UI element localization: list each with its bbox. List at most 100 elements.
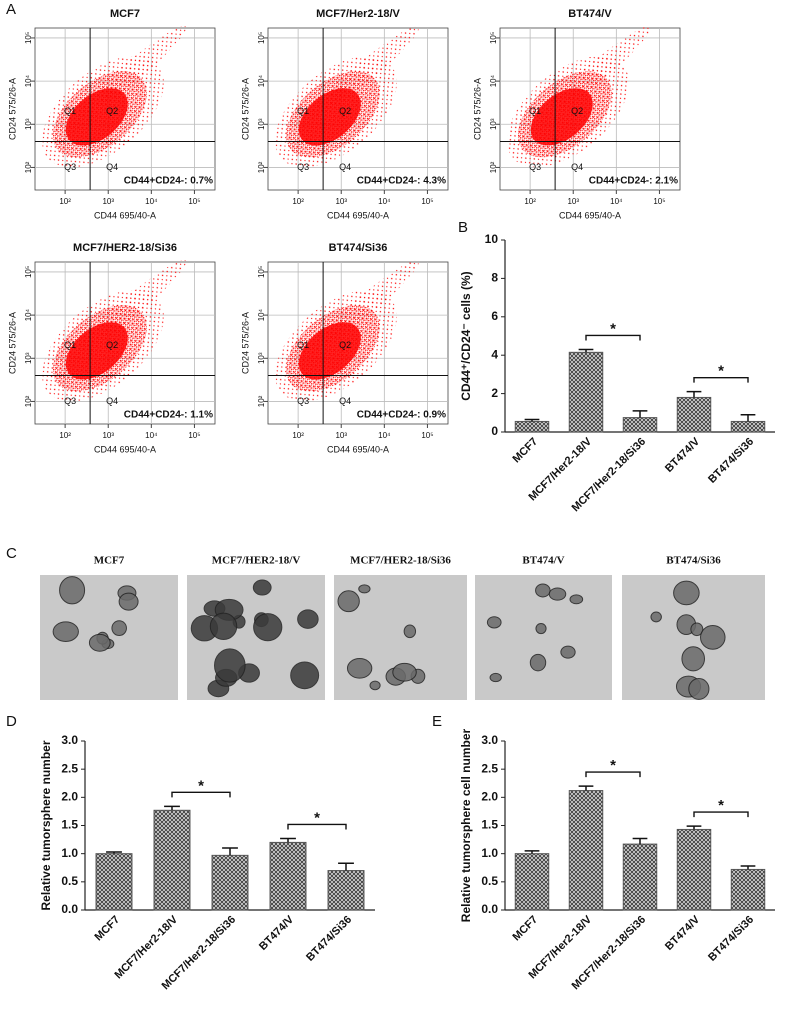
panel-label: B [458, 219, 468, 236]
y-tick-label: 0.5 [61, 874, 78, 888]
x-tick-label: 10² [59, 431, 71, 440]
event-cloud-dense [65, 322, 128, 380]
bar [95, 853, 133, 911]
bar [568, 351, 604, 433]
error-bar [632, 410, 648, 418]
cell-cluster [297, 609, 319, 629]
x-tick-label: 10³ [335, 197, 347, 206]
x-tick-label: 10⁵ [653, 197, 665, 206]
annotation: CD44+CD24-: 4.3% [357, 176, 446, 187]
cell-cluster [529, 653, 547, 672]
cell-cluster [118, 592, 139, 611]
bar [514, 420, 550, 433]
micrograph-title: MCF7 [94, 555, 125, 567]
y-tick-label: 2.0 [481, 790, 498, 804]
x-tick-label: 10⁵ [421, 197, 433, 206]
bar [622, 843, 658, 911]
quadrant-label: Q2 [106, 340, 118, 350]
x-tick-label: MCF7 [511, 436, 541, 466]
micrograph-title: BT474/Si36 [666, 555, 721, 567]
panel-label: D [6, 713, 17, 730]
cell-cluster [403, 624, 417, 639]
y-axis-label: CD24 575/26-A [7, 312, 17, 374]
error-bar [280, 837, 296, 843]
cell-cluster [358, 584, 371, 594]
y-tick-label: 10³ [257, 118, 266, 130]
significance-bracket [693, 376, 749, 383]
quadrant-label: Q4 [571, 162, 583, 172]
y-tick-label: 10² [24, 161, 33, 173]
x-tick-label: 10³ [102, 197, 114, 206]
cell-cluster [700, 624, 726, 650]
y-axis-label: CD44⁺/CD24⁻ cells (%) [459, 271, 473, 400]
x-tick-label: 10³ [335, 431, 347, 440]
event-cloud-streak [542, 26, 651, 118]
error-bar [632, 837, 648, 845]
event-cloud-dense [298, 322, 361, 380]
chart-title: BT474/V [568, 8, 612, 20]
y-axis-label: CD24 575/26-A [240, 312, 250, 374]
x-tick-label: MCF7/Her2-18/V [112, 913, 180, 981]
y-tick-label: 10⁴ [257, 308, 266, 321]
error-bar [740, 413, 756, 422]
quadrant-label: Q1 [297, 106, 309, 116]
x-tick-label: BT474/V [663, 435, 703, 475]
error-bar [524, 850, 540, 854]
event-cloud [275, 260, 419, 402]
x-tick-label: MCF7 [511, 914, 541, 944]
annotation: CD44+CD24-: 0.9% [357, 410, 446, 421]
cell-cluster [253, 613, 283, 642]
bar [153, 809, 191, 911]
y-tick-label: 10⁵ [257, 266, 266, 278]
significance-bracket [585, 771, 641, 778]
y-tick-label: 6 [491, 309, 498, 323]
quadrant-label: Q2 [571, 106, 583, 116]
micrograph-title: MCF7/HER2-18/V [212, 555, 301, 567]
x-tick-label: 10⁵ [188, 197, 200, 206]
quadrant-label: Q3 [64, 162, 76, 172]
error-bar [222, 847, 238, 856]
bar [269, 841, 307, 911]
cell-cluster [535, 583, 551, 598]
bar [327, 870, 365, 911]
x-tick-label: MCF7 [93, 914, 123, 944]
quadrant-label: Q1 [64, 106, 76, 116]
y-tick-label: 10⁵ [257, 32, 266, 44]
y-tick-label: 10² [24, 395, 33, 407]
annotation: CD44+CD24-: 1.1% [124, 410, 213, 421]
cell-cluster [690, 622, 704, 637]
significance-bracket [171, 791, 231, 798]
x-tick-label: 10³ [567, 197, 579, 206]
significance-bracket [287, 823, 347, 830]
quadrant-label: Q3 [64, 396, 76, 406]
event-cloud [275, 26, 419, 168]
y-tick-label: 10³ [24, 118, 33, 130]
quadrant-label: Q2 [106, 106, 118, 116]
event-cloud-streak [310, 260, 419, 352]
x-tick-label: BT474/Si36 [706, 914, 756, 964]
y-tick-label: 0.0 [61, 902, 78, 916]
quadrant-label: Q2 [339, 340, 351, 350]
error-bar [578, 785, 594, 791]
event-cloud-dense [65, 88, 128, 146]
cell-cluster [560, 645, 576, 659]
quadrant-label: Q3 [297, 162, 309, 172]
y-axis-label: CD24 575/26-A [7, 78, 17, 140]
cell-cluster [337, 590, 360, 613]
quadrant-label: Q3 [529, 162, 541, 172]
bar [568, 790, 604, 911]
cell-cluster [369, 680, 381, 691]
x-tick-label: 10² [59, 197, 71, 206]
x-tick-label: 10² [292, 431, 304, 440]
chart-title: MCF7/HER2-18/Si36 [73, 242, 177, 254]
event-cloud [42, 260, 186, 402]
quadrant-label: Q4 [106, 396, 118, 406]
quadrant-label: Q4 [339, 396, 351, 406]
significance-label: * [198, 777, 204, 794]
bar [676, 396, 712, 433]
y-tick-label: 10³ [24, 352, 33, 364]
x-axis-label: CD44 695/40-A [559, 210, 621, 220]
y-tick-label: 2.5 [61, 761, 78, 775]
x-tick-label: 10⁴ [378, 431, 391, 440]
y-tick-label: 0.5 [481, 874, 498, 888]
